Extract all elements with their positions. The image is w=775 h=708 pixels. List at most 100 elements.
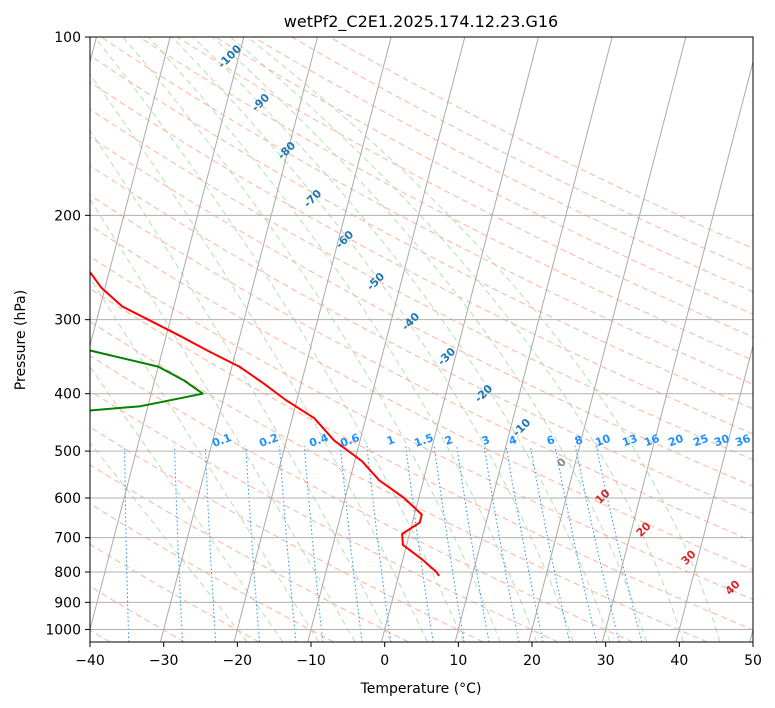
isotherm-line [528,37,687,642]
x-tick-label: −30 [149,653,179,669]
isotherms [90,37,753,642]
y-tick-label: 400 [54,387,81,403]
dry-adiabat-label: -50 [364,270,387,293]
x-tick-label: 10 [449,653,467,669]
pressure-gridlines [90,37,753,630]
dry-adiabat-label: 10 [593,486,613,506]
y-tick-label: 700 [54,531,81,547]
y-tick-label: 600 [54,491,81,507]
mixing-ratio-label: 0.4 [307,431,330,450]
x-tick-label: −20 [223,653,253,669]
mixing-ratio-label: 0.2 [257,431,280,450]
mixing-ratio-label: 13 [620,432,639,449]
dry-adiabat [214,37,753,315]
moist-adiabat [192,37,611,642]
y-tick-label: 1000 [45,622,81,638]
mixing-ratio-label: 36 [733,432,752,450]
mixing-ratio-label: 6 [545,433,557,448]
dry-adiabat [90,355,633,642]
dry-adiabat-label: 0 [554,455,569,470]
isotherm-line [90,37,245,632]
dry-adiabat [100,37,753,385]
mixing-ratio-label: 30 [712,432,731,450]
dry-adiabat-label: -100 [215,42,244,71]
moist-adiabat [147,37,538,642]
mixing-ratio-label: 8 [573,433,585,448]
mixing-ratio-line [456,445,490,642]
isotherm-line [675,343,753,642]
dry-adiabat [290,37,753,271]
profile-series [90,271,440,577]
moist-adiabat [90,73,428,642]
y-tick-label: 900 [54,595,81,611]
x-tick-label: 40 [670,653,688,669]
mixing-ratio-line [366,445,392,642]
mixing-ratio-line [279,445,297,642]
plot-frame [89,36,754,643]
mixing-ratio-line [483,445,520,642]
dry-adiabat-label: -70 [301,187,324,210]
dry-adiabat [90,321,708,642]
dry-adiabat [90,543,260,642]
isotherm-line [233,37,392,642]
mixing-ratio-line [554,445,598,642]
dry-adiabat [90,165,753,514]
dry-adiabat [176,37,753,338]
y-tick-label: 500 [54,444,81,460]
mixing-ratio-label: 16 [642,432,661,450]
mixing-ratio-line [405,445,434,642]
mixing-ratio-line [433,445,465,642]
mixing-ratio-label: 3 [480,433,492,448]
temperature-profile [90,271,440,577]
mixing-ratio-label: 4 [507,433,519,448]
moist-adiabat [122,37,501,642]
y-tick-label: 800 [54,565,81,581]
mixing-ratio-label: 1 [385,433,397,448]
moist-adiabat [246,37,721,642]
dry-adiabat [90,81,753,435]
dry-adiabat [90,54,753,410]
y-axis: 100 200 300 400 500 600 700 800 900 1000 [45,30,90,638]
x-axis: −40 −30 −20 −10 0 10 20 30 40 50 [75,642,762,669]
mixing-ratio-label: 2 [443,433,455,448]
moist-adiabats [90,37,721,642]
mixing-ratio-label: 25 [691,432,710,449]
dry-adiabat [90,255,753,601]
x-tick-label: 30 [597,653,615,669]
dry-adiabat-label: -80 [275,139,298,162]
mixing-ratio-label: 10 [593,432,612,450]
moist-adiabat [171,37,574,642]
mixing-ratio-line [303,445,324,642]
isotherm-line [159,37,318,642]
dry-adiabat-label: -20 [472,382,495,405]
moist-adiabat [229,37,684,642]
dry-adiabat-label: 20 [634,519,654,539]
mixing-ratio-line [505,445,544,642]
moist-adiabat [90,129,392,642]
dewpoint-profile [90,349,204,412]
y-tick-label: 200 [54,208,81,224]
dry-adiabat [90,585,185,642]
x-tick-label: −10 [296,653,326,669]
x-tick-label: −40 [75,653,105,669]
dry-adiabat [90,464,409,642]
isotherm-line [90,37,171,348]
mixing-ratio-line [574,445,620,642]
dry-adiabat-label: -90 [249,91,272,114]
y-tick-label: 300 [54,313,81,329]
moist-adiabat [90,441,248,642]
dry-adiabat [90,136,753,487]
x-axis-label: Temperature (°C) [360,681,482,697]
y-axis-label: Pressure (hPa) [13,290,29,390]
isotherm-line [454,37,613,642]
mixing-ratio-line [204,445,217,642]
isotherm-line [749,627,753,642]
moist-adiabat [90,366,284,642]
mixing-ratio-label: 0.1 [210,431,233,450]
moist-adiabat [93,37,465,642]
x-tick-label: 0 [380,653,389,669]
dry-adiabat-label: 40 [723,577,743,597]
mixing-ratio-label: 0.6 [338,431,361,450]
mixing-ratio-line [595,445,643,642]
